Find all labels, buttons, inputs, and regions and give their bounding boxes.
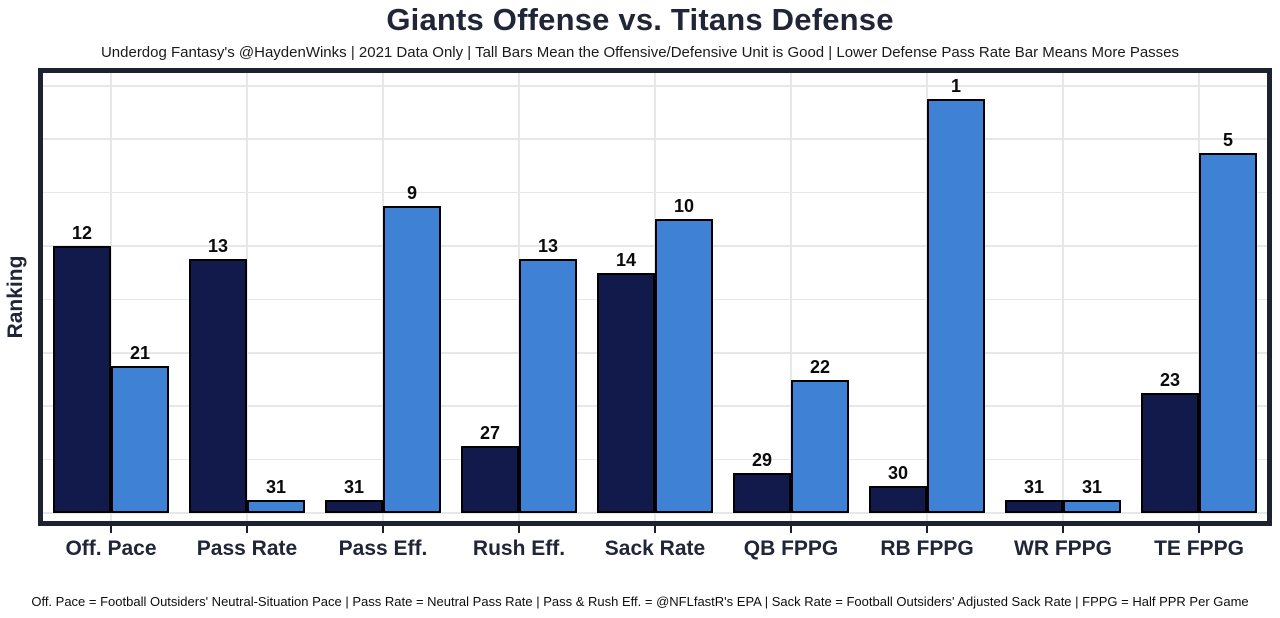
plot-panel: 12 21 13 31 31 9 27 13 14 10 29 22 30 1 31 31 23 5 xyxy=(38,68,1272,526)
axis-tick-mark xyxy=(790,526,792,533)
axis-tick-mark xyxy=(1062,526,1064,533)
bar-value-label: 9 xyxy=(406,182,417,203)
x-axis-tick-label: Off. Pace xyxy=(65,537,157,560)
bar-defense-titans xyxy=(1199,152,1257,513)
bar-defense-titans xyxy=(1063,499,1121,513)
category-group: 12 21 xyxy=(43,73,179,521)
axis-tick-mark xyxy=(382,526,384,533)
chart-title: Giants Offense vs. Titans Defense xyxy=(386,2,894,37)
x-axis-tick-label: Pass Eff. xyxy=(338,537,428,560)
axis-tick-mark xyxy=(1198,526,1200,533)
bar-value-label: 12 xyxy=(71,223,93,243)
vertical-gridline xyxy=(790,73,792,521)
axis-tick-mark xyxy=(654,526,656,533)
y-axis-label: Ranking xyxy=(4,255,27,339)
bar-defense-titans xyxy=(927,99,985,513)
category-group: 14 10 xyxy=(587,73,723,521)
axis-tick-mark xyxy=(926,526,928,533)
bar-value-label: 21 xyxy=(129,343,151,364)
bar-offense-giants xyxy=(53,246,111,513)
bar-value-label: 31 xyxy=(1081,476,1103,497)
x-axis-tick-label: Rush Eff. xyxy=(472,537,566,560)
x-axis-tick-label: TE FPPG xyxy=(1154,537,1244,560)
vertical-gridline xyxy=(246,73,248,521)
bar-offense-giants xyxy=(597,272,655,513)
category-group: 13 31 xyxy=(179,73,315,521)
bar-value-label: 10 xyxy=(673,196,695,217)
bar-defense-titans xyxy=(111,366,169,513)
bar-value-label: 30 xyxy=(887,463,909,484)
bar-offense-giants xyxy=(189,259,247,513)
bar-defense-titans xyxy=(655,219,713,513)
bar-value-label: 5 xyxy=(1222,129,1233,150)
bar-value-label: 31 xyxy=(343,476,365,497)
bar-defense-titans xyxy=(791,379,849,513)
x-axis-tick-label: RB FPPG xyxy=(880,537,974,560)
bar-defense-titans xyxy=(519,259,577,513)
category-group: 29 22 xyxy=(723,73,859,521)
axis-tick-mark xyxy=(110,526,112,533)
x-axis-tick-label: WR FPPG xyxy=(1014,537,1112,560)
x-axis-tick-label: Sack Rate xyxy=(604,537,706,560)
category-group: 31 9 xyxy=(315,73,451,521)
vertical-gridline xyxy=(1062,73,1064,521)
bar-offense-giants xyxy=(869,486,927,513)
bar-value-label: 22 xyxy=(809,356,831,377)
axis-tick-mark xyxy=(246,526,248,533)
bar-offense-giants xyxy=(1141,392,1199,513)
category-group: 23 5 xyxy=(1131,73,1267,521)
chart-footnote: Off. Pace = Football Outsiders' Neutral-… xyxy=(31,594,1249,609)
x-axis-tick-label: Pass Rate xyxy=(196,537,298,560)
bar-value-label: 13 xyxy=(537,236,559,257)
bars-layer: 12 21 13 31 31 9 27 13 14 10 29 22 30 1 31 31 23 5 xyxy=(43,73,1267,521)
bar-value-label: 27 xyxy=(479,423,501,444)
bar-defense-titans xyxy=(247,499,305,513)
category-group: 27 13 xyxy=(451,73,587,521)
x-axis-labels: Off. Pace Pass Rate Pass Eff. Rush Eff. Sack… xyxy=(43,537,1267,561)
vertical-gridline xyxy=(110,73,112,521)
bar-value-label: 13 xyxy=(207,236,229,257)
bar-offense-giants xyxy=(733,472,791,513)
axis-tick-mark xyxy=(518,526,520,533)
bar-offense-giants xyxy=(325,499,383,513)
category-group: 30 1 xyxy=(859,73,995,521)
chart-subtitle: Underdog Fantasy's @HaydenWinks | 2021 D… xyxy=(100,44,1180,61)
bar-value-label: 14 xyxy=(615,249,637,270)
bar-value-label: 1 xyxy=(950,76,961,97)
bar-offense-giants xyxy=(461,446,519,513)
bar-value-label: 23 xyxy=(1159,369,1181,390)
bar-value-label: 31 xyxy=(1023,476,1045,497)
x-axis-tick-label: QB FPPG xyxy=(743,537,839,560)
bar-value-label: 31 xyxy=(265,476,287,497)
bar-defense-titans xyxy=(383,205,441,513)
category-group: 31 31 xyxy=(995,73,1131,521)
bar-value-label: 29 xyxy=(751,449,773,470)
bar-offense-giants xyxy=(1005,499,1063,513)
